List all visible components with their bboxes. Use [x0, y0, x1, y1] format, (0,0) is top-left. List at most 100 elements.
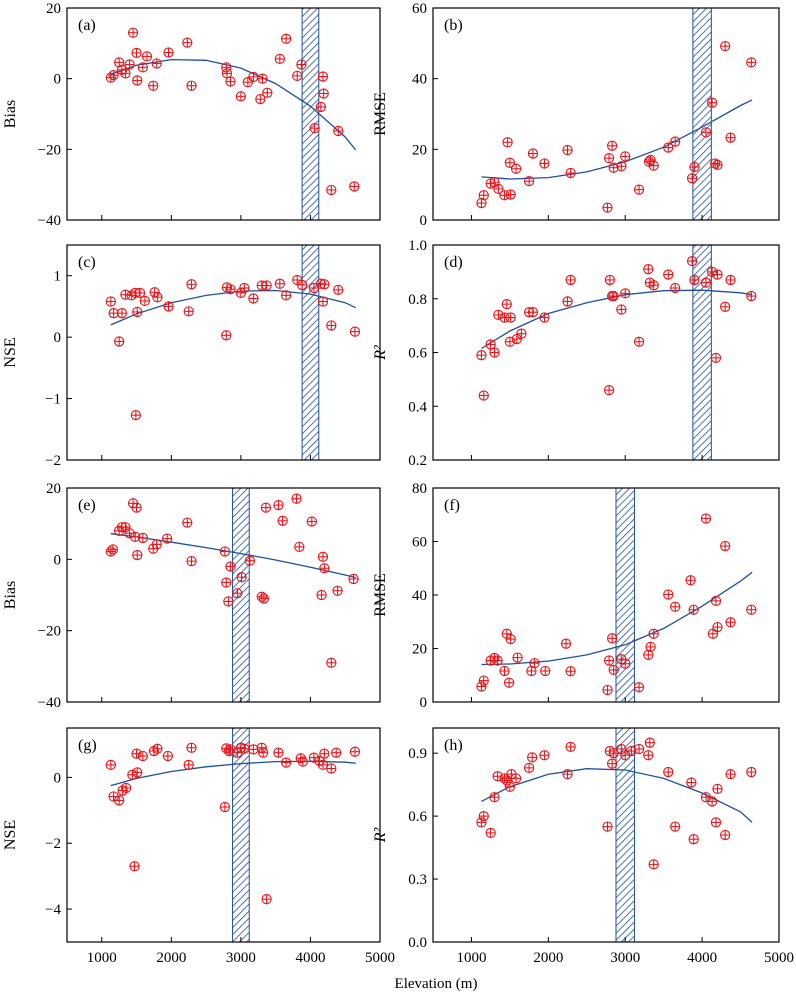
data-point	[712, 783, 723, 794]
data-point	[502, 137, 513, 148]
data-point	[114, 336, 125, 347]
data-point	[523, 762, 535, 774]
data-point	[120, 68, 131, 79]
data-point	[105, 759, 116, 771]
panel-grid: −40−20020(a)Bias0204060(b)RMSE−2−101(c)N…	[2, 1, 794, 966]
data-point	[242, 77, 253, 88]
data-point	[235, 91, 247, 102]
data-point	[539, 750, 550, 761]
data-point	[163, 301, 174, 312]
data-point	[306, 516, 317, 527]
data-point	[291, 493, 302, 504]
data-point	[317, 71, 329, 82]
data-point	[529, 658, 540, 669]
data-point	[633, 743, 645, 755]
fit-curve	[110, 533, 356, 579]
data-point	[296, 59, 307, 70]
data-point	[274, 278, 285, 289]
data-point	[608, 290, 619, 302]
y-tick-label: 0.2	[408, 453, 427, 469]
y-tick-label: 0.0	[408, 935, 427, 951]
data-point	[608, 664, 619, 676]
data-point	[134, 287, 146, 299]
data-point	[620, 658, 631, 669]
data-point	[326, 184, 337, 196]
panel-label: (e)	[78, 497, 96, 514]
data-point	[670, 136, 681, 147]
data-point	[326, 320, 337, 331]
data-point	[319, 748, 330, 759]
data-point	[239, 282, 250, 294]
data-point	[643, 649, 654, 661]
panel-label: (f)	[444, 497, 460, 514]
data-point	[105, 546, 116, 557]
data-point	[221, 62, 232, 73]
y-tick-label: −40	[38, 213, 61, 229]
y-tick-label: 20	[46, 481, 61, 497]
data-point	[712, 621, 723, 633]
data-point	[232, 588, 243, 599]
data-point	[319, 279, 330, 290]
data-point	[274, 53, 285, 65]
data-point	[326, 657, 337, 668]
elevation-band	[301, 7, 320, 221]
panel-c: −2 −1 0 1 (c) NSE	[2, 244, 381, 469]
y-tick-label: 40	[412, 72, 427, 88]
data-point	[280, 290, 292, 301]
data-point	[219, 801, 231, 813]
panel-a: −40 −20 0 20 (a) Bias	[2, 1, 381, 229]
data-point	[603, 384, 615, 396]
data-point	[257, 747, 269, 758]
data-point	[277, 515, 288, 526]
y-tick-label: 20	[46, 1, 61, 17]
data-point	[292, 70, 303, 81]
data-point	[689, 161, 700, 173]
data-point	[137, 62, 148, 73]
data-point	[137, 750, 148, 762]
y-tick-label: 1.0	[408, 238, 427, 254]
data-point	[710, 352, 722, 364]
data-point	[648, 160, 659, 171]
data-point	[478, 675, 489, 686]
data-point	[152, 292, 163, 303]
data-point	[648, 859, 659, 870]
data-point	[349, 326, 361, 337]
elevation-band	[232, 727, 250, 943]
data-point	[565, 167, 576, 179]
data-point	[162, 750, 174, 762]
data-point	[348, 573, 359, 585]
data-point	[186, 555, 197, 567]
data-point	[318, 88, 329, 99]
data-point	[700, 127, 712, 138]
data-point	[294, 541, 305, 552]
panel-label: (c)	[78, 254, 96, 271]
y-axis-label: NSE	[2, 337, 19, 367]
y-axis-label: R²	[372, 344, 389, 361]
data-point	[489, 347, 500, 358]
fit-curve	[481, 99, 753, 180]
panel-g: −4 −2 0 1000 2000 3000 4000 5000 (g) NSE	[2, 727, 395, 966]
data-point	[489, 177, 500, 188]
x-tick-label: 1000	[87, 950, 117, 966]
x-tick-label: 4000	[687, 950, 717, 966]
x-axis-label: Elevation (m)	[395, 976, 478, 992]
data-point	[186, 279, 197, 290]
axes-frame	[66, 487, 381, 703]
data-point	[725, 132, 736, 143]
data-point	[316, 589, 327, 601]
data-point	[129, 861, 140, 872]
data-point	[478, 390, 489, 401]
data-point	[725, 769, 736, 780]
data-point	[493, 183, 504, 195]
data-point	[688, 834, 699, 845]
elevation-band	[692, 7, 712, 221]
data-point	[607, 633, 618, 644]
panel-label: (a)	[78, 17, 96, 34]
data-point	[685, 575, 696, 586]
elevation-band	[301, 244, 320, 461]
data-point	[746, 766, 757, 778]
data-point	[565, 741, 576, 753]
data-point	[643, 264, 654, 275]
data-point	[120, 289, 131, 300]
data-point	[562, 296, 573, 307]
